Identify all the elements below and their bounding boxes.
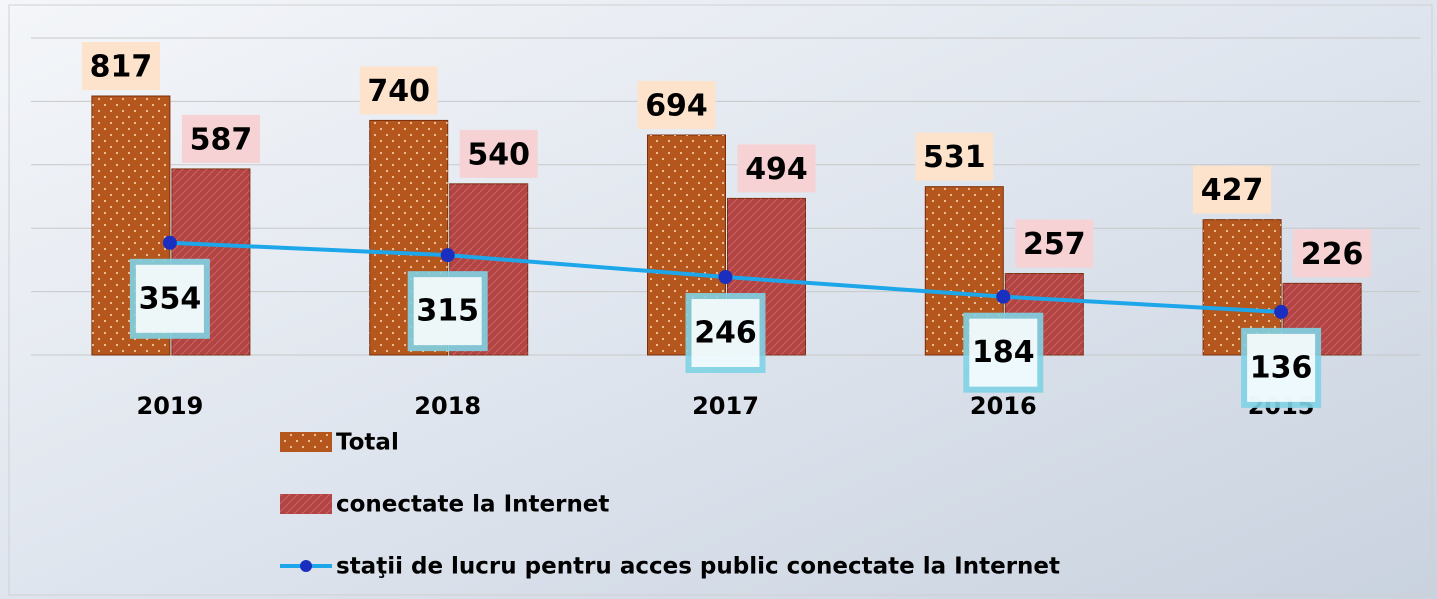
line-marker [996, 289, 1011, 304]
data-label-bg [1015, 219, 1094, 268]
data-label-bg [81, 42, 160, 91]
data-label-bg [181, 114, 260, 163]
data-label-bg [1193, 165, 1272, 214]
data-label: 817 [90, 50, 153, 85]
data-label-bg [459, 129, 538, 178]
data-label-bg [969, 318, 1038, 387]
data-label-bg [1247, 333, 1316, 402]
legend-label: Total [336, 430, 399, 456]
line-marker [718, 270, 733, 285]
data-label: 740 [367, 74, 430, 109]
legend-swatch-texture [280, 494, 332, 514]
data-label-bg [135, 264, 204, 333]
data-label: 494 [745, 152, 808, 187]
data-label: 315 [416, 294, 479, 329]
data-label: 694 [645, 89, 708, 124]
x-tick-label: 2018 [414, 392, 481, 420]
data-label-bg [637, 81, 716, 130]
x-tick-label: 2019 [137, 392, 204, 420]
legend-marker [300, 560, 312, 572]
data-label: 257 [1023, 227, 1086, 262]
line-marker [440, 248, 455, 263]
data-label: 136 [1250, 350, 1313, 385]
data-label-bg [691, 299, 760, 368]
data-label: 587 [190, 122, 253, 157]
data-label-bg [915, 132, 994, 181]
x-tick-label: 2017 [692, 392, 759, 420]
data-label-bg [413, 277, 482, 346]
data-label: 531 [923, 140, 986, 175]
data-label: 226 [1301, 237, 1364, 272]
frame [8, 4, 1433, 596]
data-label: 246 [694, 316, 757, 351]
data-label: 540 [467, 137, 530, 172]
line-marker [162, 235, 177, 250]
data-label-bg [737, 144, 816, 193]
data-label: 184 [972, 335, 1035, 370]
data-label: 354 [139, 281, 202, 316]
data-label-bg [1293, 229, 1372, 278]
legend-label: conectate la Internet [336, 492, 609, 518]
line-marker [1274, 304, 1289, 319]
legend-label: staţii de lucru pentru acces public cone… [336, 554, 1060, 580]
x-tick-label: 2016 [970, 392, 1037, 420]
data-label: 427 [1201, 173, 1264, 208]
data-label-bg [359, 66, 438, 115]
legend-swatch-texture [280, 432, 332, 452]
